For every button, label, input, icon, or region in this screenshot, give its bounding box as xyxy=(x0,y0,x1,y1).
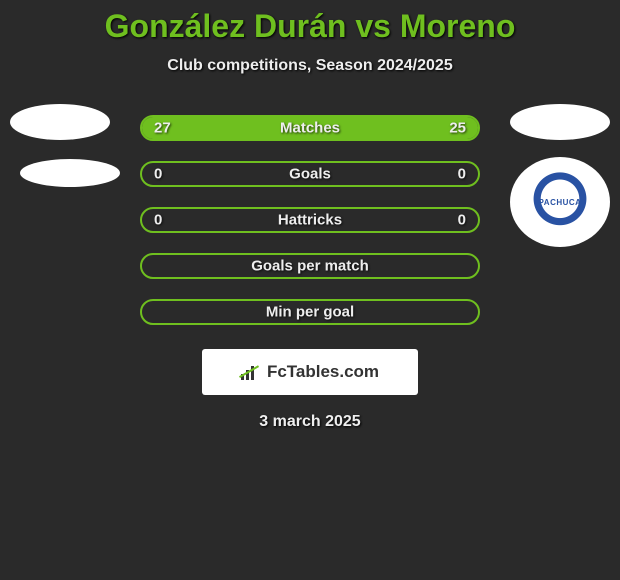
stat-bar-hattricks: 0 Hattricks 0 xyxy=(140,207,480,233)
stat-bar-goals: 0 Goals 0 xyxy=(140,161,480,187)
stat-label: Matches xyxy=(142,120,478,137)
stat-bar-matches: 27 Matches 25 xyxy=(140,115,480,141)
stat-right-value: 0 xyxy=(458,212,466,229)
stat-row: Min per goal xyxy=(0,289,620,335)
stat-row: Goals per match xyxy=(0,243,620,289)
stat-label: Hattricks xyxy=(142,212,478,229)
stat-bar-goals-per-match: Goals per match xyxy=(140,253,480,279)
stat-row: 0 Hattricks 0 xyxy=(0,197,620,243)
season-subtitle: Club competitions, Season 2024/2025 xyxy=(0,57,620,75)
attribution-badge: FcTables.com xyxy=(202,349,418,395)
comparison-card: González Durán vs Moreno Club competitio… xyxy=(0,0,620,431)
stat-label: Goals xyxy=(142,166,478,183)
stat-row: 27 Matches 25 xyxy=(0,105,620,151)
stat-label: Goals per match xyxy=(142,258,478,275)
date-label: 3 march 2025 xyxy=(0,413,620,431)
stat-right-value: 25 xyxy=(449,120,466,137)
stat-right-value: 0 xyxy=(458,166,466,183)
stat-bar-min-per-goal: Min per goal xyxy=(140,299,480,325)
stat-label: Min per goal xyxy=(142,304,478,321)
fctables-chart-icon xyxy=(241,364,261,380)
attribution-text: FcTables.com xyxy=(267,362,379,382)
stat-rows: ★★★★★ PACHUCA 27 Matches 25 0 Goals 0 xyxy=(0,105,620,335)
stat-row: 0 Goals 0 xyxy=(0,151,620,197)
page-title: González Durán vs Moreno xyxy=(0,8,620,45)
